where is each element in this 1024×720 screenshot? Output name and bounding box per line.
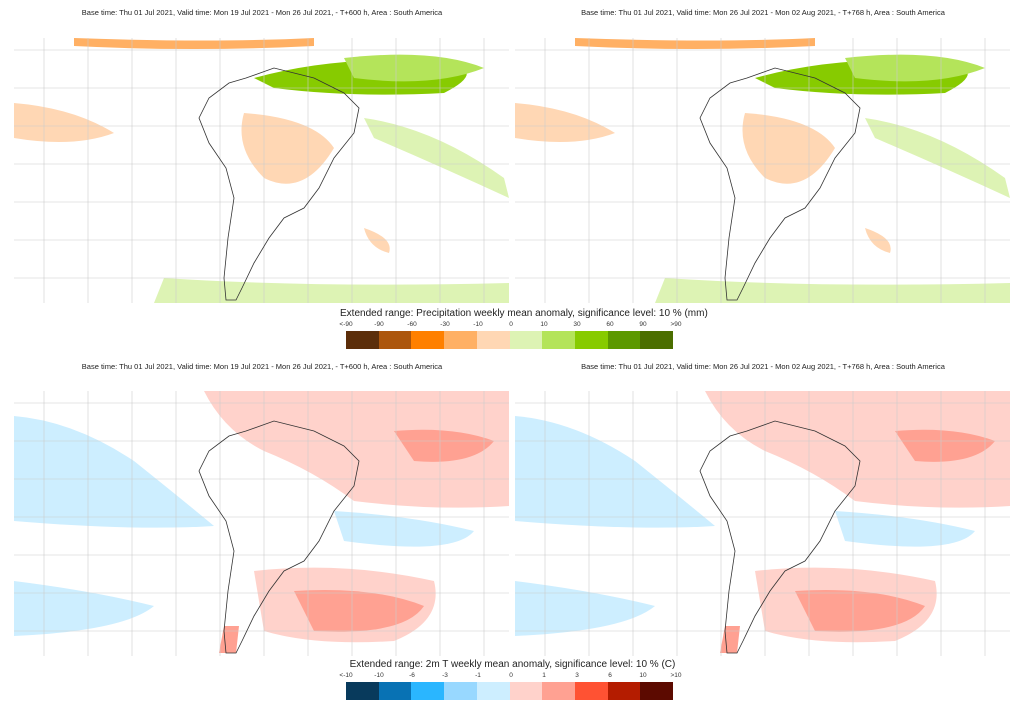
- precip-map-week1: [14, 38, 509, 303]
- legend-swatch: [607, 682, 641, 700]
- anomaly-region: [334, 511, 474, 547]
- legend-swatch: [607, 331, 641, 349]
- legend-swatch: [346, 682, 379, 700]
- legend-tick: 6: [608, 672, 612, 679]
- legend-swatch: [509, 331, 543, 349]
- legend-swatch: [411, 682, 445, 700]
- legend-tick: -90: [374, 321, 384, 328]
- legend-tick: 10: [540, 321, 548, 328]
- anomaly-region: [219, 626, 239, 653]
- legend-swatch: [574, 331, 608, 349]
- anomaly-region: [655, 278, 1010, 303]
- precip-legend: Extended range: Precipitation weekly mea…: [339, 308, 708, 349]
- temp-legend: Extended range: 2m T weekly mean anomaly…: [339, 659, 685, 700]
- legend-tick: 60: [606, 321, 614, 328]
- legend-tick: 0: [509, 321, 513, 328]
- legend-swatch: [542, 331, 575, 349]
- legend-tick: -10: [374, 672, 384, 679]
- anomaly-region: [364, 118, 509, 198]
- legend-tick: -30: [440, 321, 450, 328]
- precip-map-week2: [515, 38, 1010, 303]
- anomaly-region: [154, 278, 509, 303]
- legend-tick: 1: [542, 672, 546, 679]
- coastline: [699, 67, 861, 301]
- legend-tick: 30: [573, 321, 581, 328]
- anomaly-region: [344, 54, 484, 82]
- legend-swatch: [640, 682, 674, 700]
- anomaly-region: [14, 416, 214, 528]
- legend-swatch: [378, 331, 412, 349]
- temp-map-week1: [14, 391, 509, 656]
- anomaly-region: [795, 590, 925, 632]
- panel-title: Base time: Thu 01 Jul 2021, Valid time: …: [81, 8, 443, 17]
- anomaly-region: [294, 590, 424, 632]
- legend-colorbar: [346, 331, 674, 349]
- legend-ticks: <-90 -90 -60 -30 -10 0 10 30 60 90 >90: [339, 321, 681, 331]
- anomaly-region: [895, 429, 995, 462]
- legend-swatch: [444, 682, 477, 700]
- legend-tick: 3: [575, 672, 579, 679]
- anomaly-region: [742, 113, 835, 184]
- coastline: [198, 420, 360, 654]
- legend-title: Extended range: Precipitation weekly mea…: [340, 308, 708, 319]
- legend-swatch: [574, 682, 608, 700]
- legend-tick: -3: [442, 672, 448, 679]
- anomaly-region: [204, 391, 509, 508]
- legend-tick: -60: [407, 321, 417, 328]
- anomaly-region: [705, 391, 1010, 508]
- legend-tick: 0: [509, 672, 513, 679]
- legend-tick: >90: [670, 321, 682, 328]
- panel-title: Base time: Thu 01 Jul 2021, Valid time: …: [581, 362, 945, 371]
- anomaly-region: [575, 38, 815, 49]
- legend-title: Extended range: 2m T weekly mean anomaly…: [349, 659, 676, 670]
- anomaly-region: [515, 581, 655, 636]
- legend-tick: -6: [409, 672, 415, 679]
- legend-swatch: [346, 331, 379, 349]
- legend-tick: >10: [670, 672, 682, 679]
- legend-swatch: [378, 682, 412, 700]
- legend-tick: 90: [639, 321, 647, 328]
- legend-swatch: [509, 682, 543, 700]
- anomaly-region: [364, 228, 390, 253]
- legend-swatch: [476, 331, 510, 349]
- anomaly-region: [14, 103, 114, 142]
- coastline: [198, 67, 360, 301]
- anomaly-region: [865, 118, 1010, 198]
- legend-swatch: [476, 682, 510, 700]
- anomaly-region: [515, 416, 715, 528]
- legend-tick: -1: [475, 672, 481, 679]
- legend-tick: <-90: [339, 321, 353, 328]
- anomaly-region: [515, 103, 615, 142]
- legend-swatch: [640, 331, 674, 349]
- legend-tick: <-10: [339, 672, 353, 679]
- anomaly-region: [835, 511, 975, 547]
- anomaly-region: [394, 429, 494, 462]
- legend-tick: -10: [473, 321, 483, 328]
- legend-tick: 10: [639, 672, 647, 679]
- legend-swatch: [411, 331, 445, 349]
- legend-swatch: [542, 682, 575, 700]
- legend-ticks: <-10 -10 -6 -3 -1 0 1 3 6 10 >10: [339, 672, 681, 682]
- panel-title: Base time: Thu 01 Jul 2021, Valid time: …: [581, 8, 945, 17]
- panel-title: Base time: Thu 01 Jul 2021, Valid time: …: [81, 362, 443, 371]
- legend-colorbar: [346, 682, 674, 700]
- anomaly-region: [74, 38, 314, 49]
- anomaly-region: [865, 228, 891, 253]
- anomaly-region: [845, 54, 985, 82]
- legend-swatch: [444, 331, 477, 349]
- temp-map-week2: [515, 391, 1010, 656]
- anomaly-region: [14, 581, 154, 636]
- anomaly-region: [720, 626, 740, 653]
- anomaly-region: [241, 113, 334, 184]
- coastline: [699, 420, 861, 654]
